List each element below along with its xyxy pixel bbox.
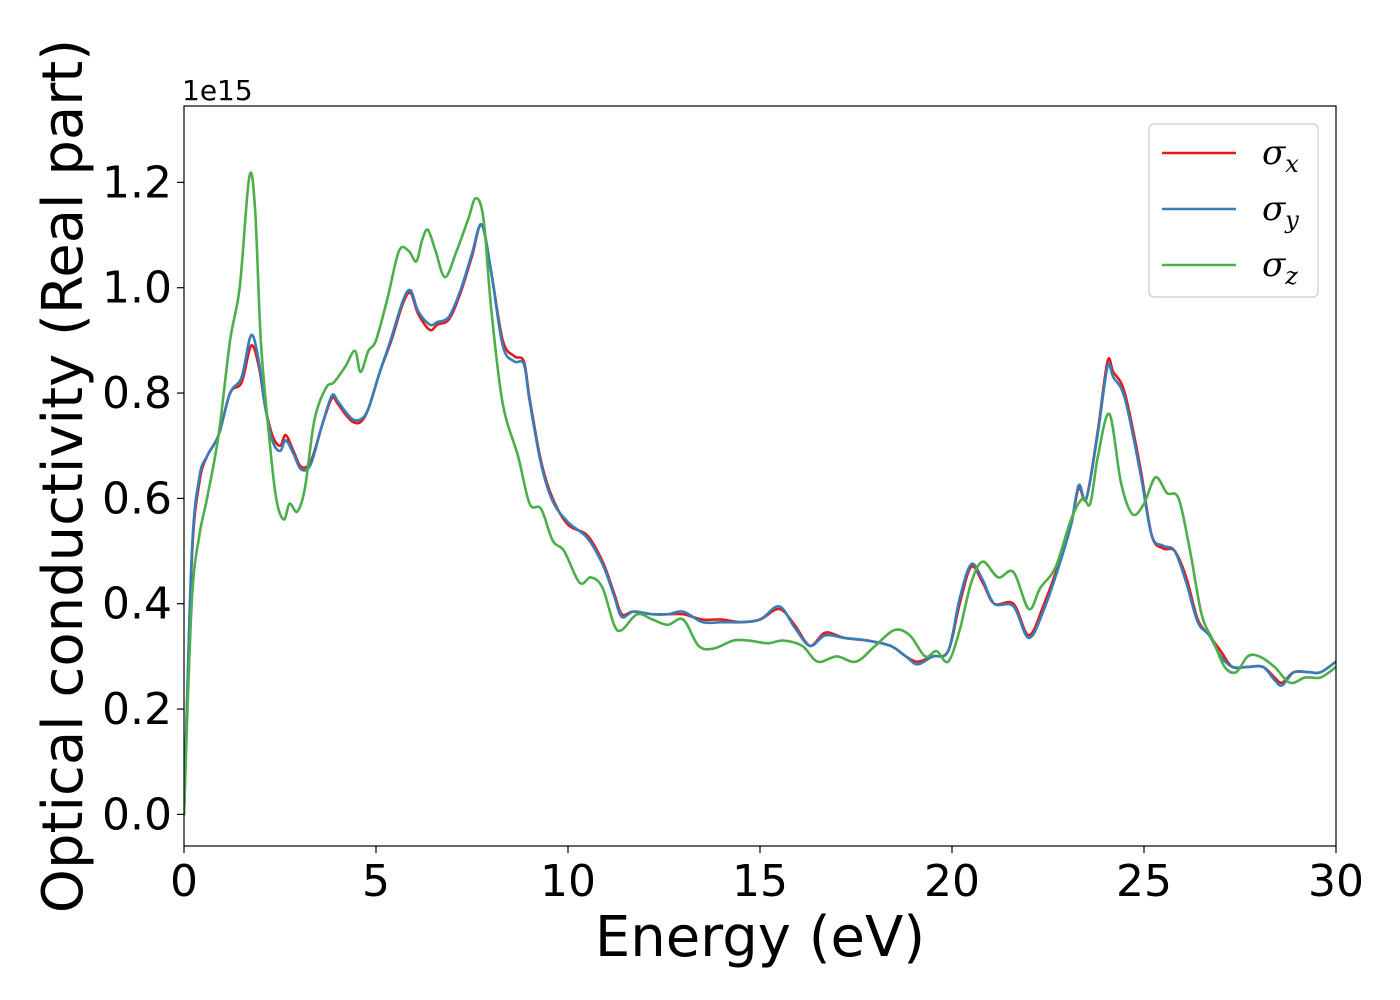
x-tick-label: 30 xyxy=(1308,856,1364,907)
y-tick-label: 0.8 xyxy=(102,368,172,419)
x-tick-label: 5 xyxy=(362,856,390,907)
x-tick-label: 0 xyxy=(170,856,198,907)
y-tick-label: 1.0 xyxy=(102,263,172,314)
legend-label-y: σy xyxy=(1262,189,1299,234)
legend: σx σy σz xyxy=(1148,123,1319,298)
y-tick-label: 0.2 xyxy=(102,684,172,735)
y-tick-label: 1.2 xyxy=(102,157,172,208)
plot-area xyxy=(184,106,1336,846)
series-line-z xyxy=(184,171,1336,816)
x-tick-label: 25 xyxy=(1116,856,1172,907)
legend-frame xyxy=(1148,123,1319,298)
y-tick-label: 0.6 xyxy=(102,473,172,524)
y-offset-label: 1e15 xyxy=(182,74,253,107)
legend-label-z: σz xyxy=(1262,245,1298,290)
x-tick-label: 20 xyxy=(924,856,980,907)
series-layer xyxy=(184,171,1336,816)
legend-label-x: σx xyxy=(1262,133,1299,178)
y-tick-label: 0.0 xyxy=(102,789,172,840)
series-line-y xyxy=(184,223,1336,816)
y-axis-label: Optical conductivity (Real part) xyxy=(31,39,96,913)
x-axis-label: Energy (eV) xyxy=(595,905,925,970)
y-tick-label: 0.4 xyxy=(102,579,172,630)
x-tick-label: 10 xyxy=(540,856,596,907)
y-axis: 0.0 0.2 0.4 0.6 0.8 1.0 1.2 xyxy=(102,157,184,840)
x-axis: 0 5 10 15 20 25 30 xyxy=(170,846,1364,907)
x-tick-label: 15 xyxy=(732,856,788,907)
